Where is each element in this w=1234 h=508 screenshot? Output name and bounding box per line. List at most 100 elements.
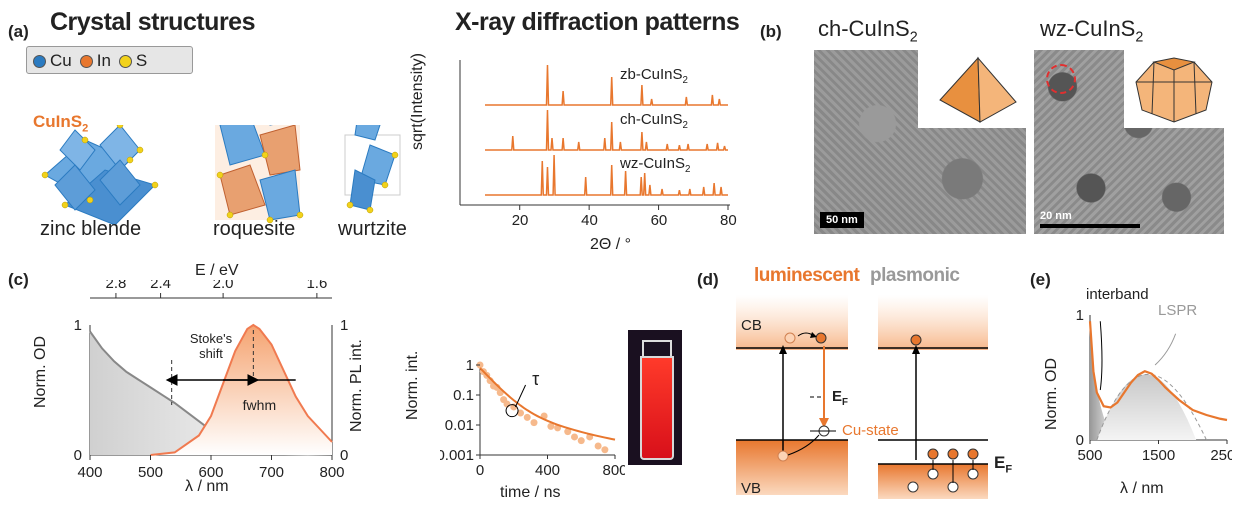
lspr-fill bbox=[1096, 374, 1197, 440]
xrd-ylabel: sqrt(Intensity) bbox=[409, 53, 426, 150]
tau-marker bbox=[505, 404, 519, 418]
xrd-xtick-label: 60 bbox=[650, 212, 668, 229]
xrd-xtick-label: 40 bbox=[581, 212, 598, 229]
pl-fill bbox=[150, 325, 332, 455]
e-xtick-label: 1500 bbox=[1142, 447, 1175, 464]
luminescent-label: luminescent bbox=[754, 265, 860, 286]
energy-tick-label: 1.6 bbox=[306, 280, 327, 292]
decay-ytick-label: 1 bbox=[466, 357, 474, 374]
cb-label: CB bbox=[741, 317, 762, 334]
cb-gradient-pl bbox=[878, 295, 988, 350]
panel-c-tag: (c) bbox=[8, 270, 29, 289]
legend-dot bbox=[118, 54, 132, 68]
xrd-trace-1 bbox=[485, 109, 728, 151]
e-xtick-label: 2500 bbox=[1210, 447, 1232, 464]
decay-xtick-label: 400 bbox=[535, 462, 560, 479]
cuvette-cap bbox=[642, 340, 672, 360]
panel-b-tag: (b) bbox=[760, 22, 782, 41]
wz-inset-bg bbox=[1124, 50, 1224, 128]
compound-sub: 2 bbox=[82, 122, 89, 135]
lspr-arrow bbox=[1154, 333, 1177, 366]
tem-image-wz: 20 nm bbox=[1034, 50, 1224, 234]
lspr-dashed bbox=[1096, 373, 1207, 441]
decay-point bbox=[577, 437, 585, 445]
e-xlabel: λ / nm bbox=[1120, 480, 1164, 497]
compound-label: CuInS2 bbox=[33, 112, 88, 134]
xrd-xtick-label: 20 bbox=[511, 212, 529, 229]
decay-xlabel: time / ns bbox=[500, 484, 561, 501]
plasmonic-label: plasmonic bbox=[870, 265, 960, 286]
interband-label: interband bbox=[1086, 286, 1149, 303]
abs-xtick-label: 400 bbox=[77, 464, 102, 481]
abs-fill bbox=[90, 331, 332, 455]
crystal-structures-title: Crystal structures bbox=[50, 8, 255, 36]
pyramid-icon bbox=[939, 56, 1017, 123]
scale-bar-line bbox=[1040, 224, 1140, 228]
wz-cuins2-label: wz-CuInS2 bbox=[1040, 16, 1144, 46]
decay-xtick-label: 0 bbox=[476, 462, 484, 479]
energy-tick-label: 2.8 bbox=[105, 280, 126, 292]
e-extinction-curve bbox=[1088, 321, 1228, 422]
xrd-title: X-ray diffraction patterns bbox=[455, 8, 740, 36]
xrd-trace-label-wz: wz-CuInS2 bbox=[620, 155, 691, 175]
decay-point bbox=[503, 400, 511, 408]
vb-gradient-lum bbox=[736, 440, 848, 495]
lspr-label: LSPR bbox=[1158, 302, 1198, 319]
legend-item-cu: Cu bbox=[33, 51, 72, 71]
decay-point bbox=[594, 442, 602, 450]
decay-ytick-label: 0.01 bbox=[445, 417, 474, 434]
wurtzite-label: wurtzite bbox=[338, 218, 407, 240]
pl-tick-1: 1 bbox=[340, 317, 348, 334]
energy-tick-label: 2.4 bbox=[150, 280, 171, 292]
pl-curve bbox=[150, 323, 333, 456]
tau-leader bbox=[514, 384, 527, 408]
panel-d-tag: (d) bbox=[697, 270, 719, 289]
legend-label: Cu bbox=[50, 51, 72, 70]
xrd-xlabel: 2Θ / ° bbox=[590, 236, 632, 253]
decay-fit bbox=[479, 367, 616, 441]
panel-a-tag: (a) bbox=[8, 22, 29, 41]
highlight-circle bbox=[1046, 64, 1076, 94]
stokes-text-2: shift bbox=[199, 346, 223, 361]
abs-xtick-label: 700 bbox=[259, 464, 284, 481]
ef-label-pl: EF bbox=[994, 453, 1013, 476]
ch-inset-bg bbox=[918, 50, 1026, 128]
abs-xtick-label: 800 bbox=[319, 464, 344, 481]
wurtzite-structure bbox=[344, 125, 401, 211]
tem-image-ch: 50 nm bbox=[814, 50, 1026, 234]
legend-label: S bbox=[135, 51, 148, 70]
stokes-text-1: Stoke's bbox=[190, 331, 233, 346]
cuvette-photo bbox=[628, 330, 682, 465]
xrd-xtick-label: 80 bbox=[720, 212, 737, 229]
xrd-trace-label-zb: zb-CuInS2 bbox=[620, 66, 688, 86]
od-tick-1: 1 bbox=[74, 317, 82, 334]
ch-cuins2-label: ch-CuInS2 bbox=[818, 16, 918, 46]
xrd-trace-2 bbox=[485, 154, 728, 196]
ef-label-lum: EF bbox=[832, 388, 848, 408]
pl-tick-0: 0 bbox=[340, 447, 348, 464]
decay-ytick-label: 0.1 bbox=[453, 387, 474, 404]
decay-point bbox=[523, 413, 531, 421]
band-diagram bbox=[736, 295, 988, 499]
decay-point bbox=[517, 409, 524, 417]
decay-point bbox=[564, 428, 572, 436]
interband-arrow bbox=[1099, 321, 1103, 391]
decay-point bbox=[571, 433, 578, 441]
abs-xlabel: λ / nm bbox=[185, 478, 229, 495]
scale-bar-50nm: 50 nm bbox=[820, 212, 864, 228]
decay-point bbox=[530, 419, 538, 427]
scale-bar-20nm: 20 nm bbox=[1040, 210, 1140, 228]
panel-e-tag: (e) bbox=[1030, 270, 1051, 289]
e-ylabel: Norm. OD bbox=[1043, 358, 1060, 430]
od-ylabel: Norm. OD bbox=[32, 336, 49, 408]
legend-item-in: In bbox=[79, 51, 111, 71]
zinc-blende-label: zinc blende bbox=[40, 218, 142, 240]
vb-label: VB bbox=[741, 480, 762, 497]
fwhm-text: fwhm bbox=[243, 397, 276, 413]
decay-point bbox=[601, 446, 609, 454]
legend-label: In bbox=[96, 51, 111, 70]
xrd-xtick-labels: 20 40 60 80 bbox=[450, 212, 740, 232]
